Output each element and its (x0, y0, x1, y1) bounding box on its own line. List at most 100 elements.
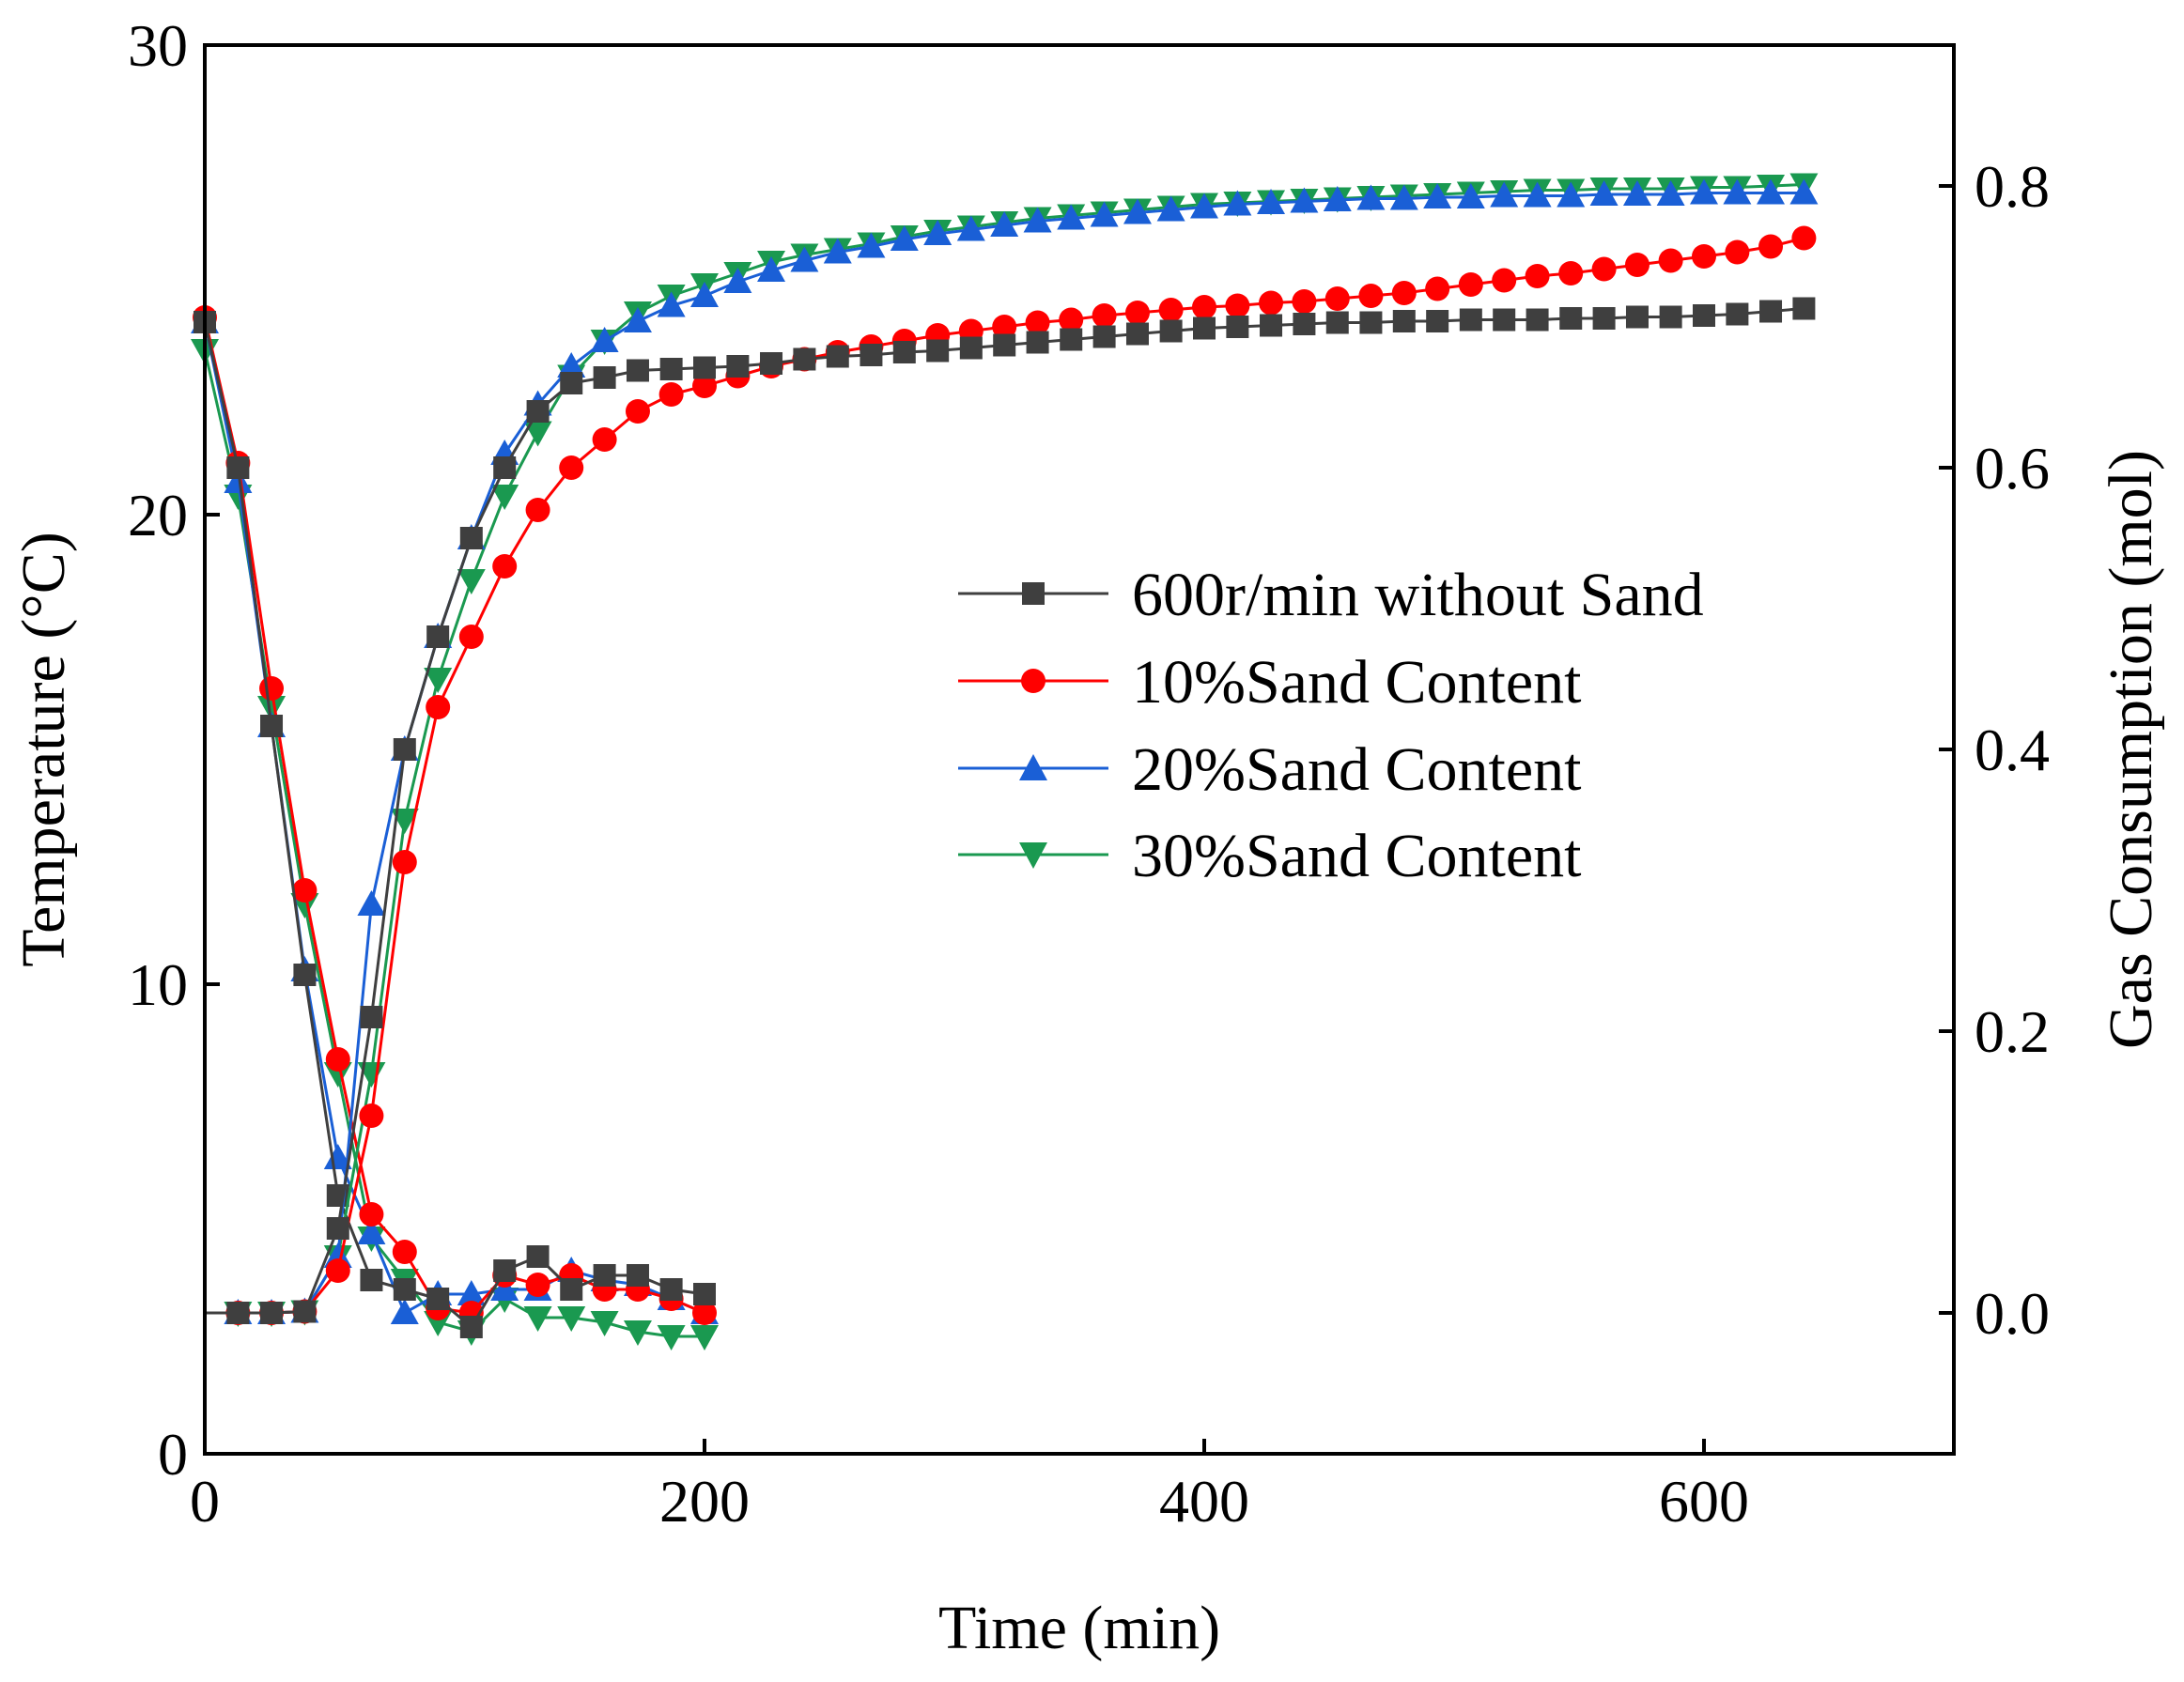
legend-item-30: 30%Sand Content (958, 822, 1581, 890)
gas-point (1325, 311, 1349, 334)
gas-point (1656, 180, 1685, 206)
temperature-point (593, 1264, 616, 1287)
gas-point (1759, 300, 1783, 323)
y-left-tick-label: 30 (128, 12, 188, 79)
x-tick-label: 200 (659, 1468, 750, 1535)
series-triangle-down (191, 339, 719, 1350)
gas-point (1060, 328, 1083, 351)
legend-item-20: 20%Sand Content (958, 735, 1581, 804)
gas-point (360, 1006, 383, 1028)
gas-point (623, 307, 652, 332)
gas-point (1692, 244, 1716, 269)
gas-point (1226, 316, 1249, 338)
gas-point (1389, 184, 1418, 210)
gas-point (1558, 261, 1584, 285)
temperature-point (560, 1278, 583, 1301)
gas-point (1260, 314, 1283, 337)
gas-point (523, 421, 552, 447)
gas-point (1025, 310, 1050, 335)
gas-point (625, 399, 650, 424)
gas-point (923, 220, 953, 245)
gas-point (560, 372, 583, 394)
gas-point (1257, 189, 1286, 214)
temperature-point (293, 964, 317, 986)
series-circle (193, 305, 717, 1325)
gas-point (992, 315, 1017, 339)
gas-point (959, 336, 983, 360)
y-right-tick-label: 0.2 (1975, 998, 2050, 1065)
temperature-point (392, 1240, 417, 1264)
gas-point (1725, 239, 1750, 265)
gas-point (1559, 307, 1583, 330)
gas-point (260, 1302, 284, 1324)
y-left-tick-label: 0 (158, 1421, 188, 1488)
gas-point (325, 1258, 350, 1283)
gas-point (657, 291, 686, 317)
gas-point (690, 282, 719, 307)
gas-point (459, 527, 483, 549)
gas-series-circle (205, 225, 1817, 1325)
temperature-point (657, 1325, 686, 1350)
gas-point (426, 695, 451, 719)
gas-point (1789, 178, 1819, 205)
gas-point (1192, 295, 1216, 319)
series-layer (191, 173, 1819, 1350)
gas-point (692, 374, 717, 398)
gas-point (1023, 207, 1052, 233)
gas-point (658, 382, 684, 407)
temperature-point (325, 1047, 350, 1072)
y-left-tick-label: 20 (128, 482, 188, 548)
temperature-line (203, 321, 705, 1330)
gas-point (1557, 181, 1586, 208)
temperature-point (525, 1273, 550, 1297)
gas-point (1525, 264, 1550, 288)
gas-point (1423, 183, 1452, 208)
gas-point (1624, 253, 1650, 277)
gas-point (1456, 183, 1485, 208)
gas-point (1193, 316, 1216, 340)
temperature-point (493, 1259, 517, 1282)
gas-point (1159, 319, 1183, 343)
gas-point (1693, 304, 1715, 327)
gas-point (1493, 308, 1516, 332)
y-right-tick-label: 0.8 (1975, 153, 2050, 220)
gas-point (793, 347, 816, 371)
legend-item-600r: 600r/min without Sand (958, 561, 1704, 629)
gas-point (1092, 303, 1117, 328)
gas-point (1293, 313, 1316, 335)
gas-point (1792, 297, 1816, 320)
gas-point (457, 569, 486, 594)
gas-point (1059, 307, 1084, 332)
gas-point (1758, 234, 1784, 259)
temperature-point (393, 1278, 416, 1301)
temperature-point (690, 1325, 719, 1350)
gas-line (205, 307, 1805, 1315)
x-tick-label: 400 (1159, 1468, 1249, 1535)
series-triangle-up (191, 308, 719, 1324)
gas-point (1324, 286, 1350, 311)
temperature-point (359, 1202, 384, 1227)
gas-point (1292, 289, 1317, 314)
gas-point (757, 256, 786, 282)
temperature-point (360, 1269, 383, 1291)
gas-point (490, 485, 519, 510)
gas-point (626, 359, 649, 382)
gas-point (1223, 190, 1252, 216)
gas-point (593, 366, 616, 389)
gas-point (1392, 310, 1416, 332)
temperature-point (659, 1278, 683, 1301)
gas-point (1356, 184, 1386, 210)
temperature-point (257, 696, 287, 721)
gas-point (1591, 256, 1617, 282)
temperature-point (390, 1299, 419, 1324)
gas-point (1658, 248, 1683, 273)
temperature-point (693, 1283, 716, 1305)
legend-marker-triangle-up (1019, 754, 1047, 780)
gas-point (760, 352, 783, 375)
temperature-line (203, 316, 705, 1315)
gas-point (956, 215, 985, 241)
gas-point (1726, 302, 1749, 326)
series-square (194, 311, 716, 1338)
y-axis-left-title: Temperature (°C) (9, 532, 78, 966)
temperature-point (623, 1320, 652, 1346)
